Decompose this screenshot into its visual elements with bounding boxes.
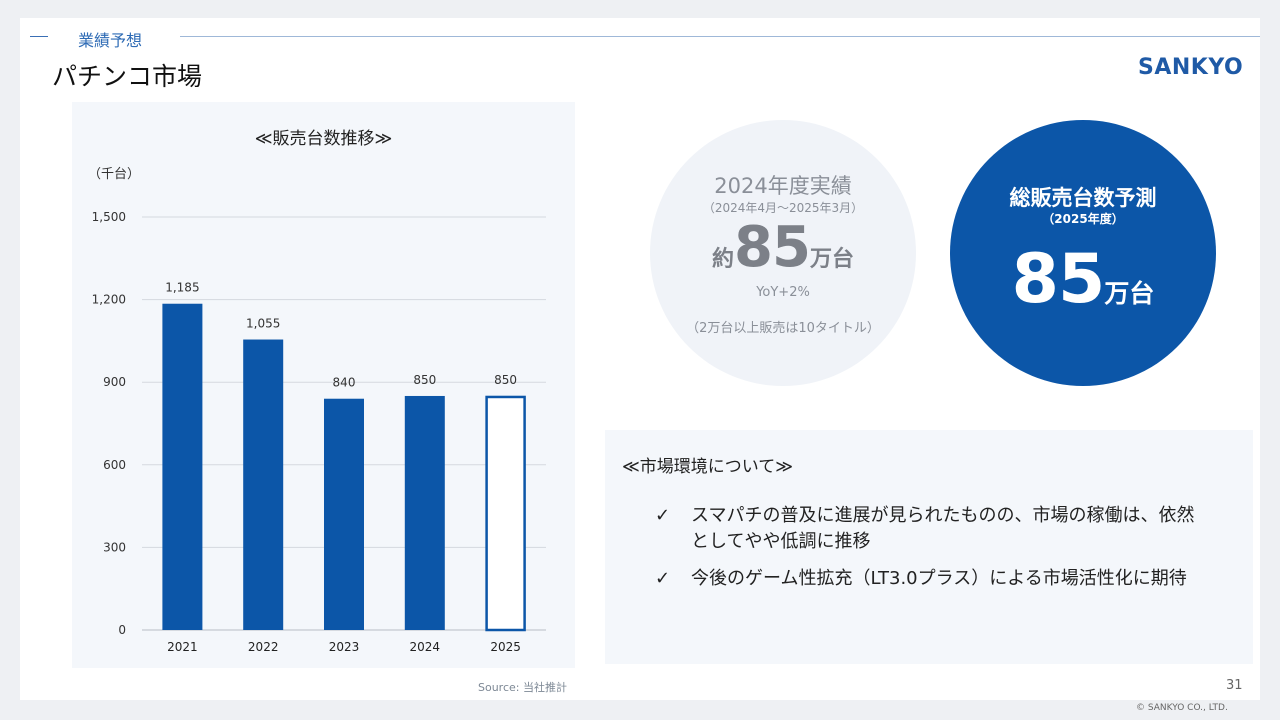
market-environment-title: ≪市場環境について≫ [622, 457, 794, 477]
bar [324, 398, 364, 630]
y-tick-label: 600 [103, 458, 126, 472]
x-tick-label: 2023 [329, 640, 360, 654]
bar [404, 395, 445, 630]
forecast-title: 総販売台数予測 [1009, 186, 1157, 210]
market-environment-panel [605, 430, 1253, 664]
sankyo-logo: SANKYO [1138, 55, 1244, 80]
sales-units-bar-chart: 0 300 600 900 1,200 1,500 1,185 2021 1,055 2022 84… [92, 210, 546, 654]
actual-yoy: YoY+2% [756, 285, 810, 300]
header-rule-short [30, 36, 48, 37]
y-tick-label: 1,200 [92, 293, 126, 307]
x-tick-label: 2022 [248, 640, 279, 654]
y-tick-label: 0 [118, 623, 126, 637]
chart-title: ≪販売台数推移≫ [254, 129, 393, 149]
forecast-bar [485, 395, 526, 632]
bar-value-label: 1,185 [165, 281, 199, 295]
forecast-circle [950, 120, 1216, 386]
y-tick-label: 1,500 [92, 210, 126, 224]
bar-value-label: 840 [333, 376, 356, 390]
y-tick-label: 900 [103, 375, 126, 389]
x-tick-label: 2021 [167, 640, 198, 654]
actual-title: 2024年度実績 [714, 174, 852, 198]
actual-period: （2024年4月～2025年3月） [702, 201, 864, 215]
forecast-value-unit: 万台 [1104, 279, 1155, 308]
actual-value-prefix: 約 [712, 247, 735, 272]
actual-note: （2万台以上販売は10タイトル） [686, 321, 880, 336]
section-label: 業績予想 [78, 31, 143, 50]
y-tick-label: 300 [103, 540, 126, 554]
header-rule-long [180, 36, 1260, 37]
x-tick-label: 2024 [410, 640, 441, 654]
market-bullet-text: スマパチの普及に進展が見られたものの、市場の稼働は、依然としてやや低調に推移 [691, 505, 1195, 552]
forecast-value: 85万台 [950, 240, 1216, 319]
copyright: © SANKYO CO., LTD. [1136, 703, 1228, 713]
market-bullet-text: 今後のゲーム性拡充（LT3.0プラス）による市場活性化に期待 [691, 568, 1187, 589]
chart-source: Source: 当社推計 [478, 681, 567, 694]
actual-circle [650, 120, 916, 386]
x-tick-label: 2025 [490, 640, 521, 654]
bar-value-label: 850 [413, 373, 436, 387]
page-title: パチンコ市場 [52, 62, 203, 91]
page-number: 31 [1226, 678, 1243, 693]
forecast-period: （2025年度） [1042, 212, 1124, 226]
actual-value-number: 85 [734, 215, 811, 280]
check-icon: ✓ [655, 568, 671, 589]
bar-value-label: 850 [494, 373, 517, 387]
chart-unit-label: （千台） [88, 167, 141, 182]
forecast-value-number: 85 [1011, 240, 1106, 319]
bar-value-label: 1,055 [246, 317, 280, 331]
bar [243, 339, 284, 630]
actual-value: 約85万台 [650, 215, 916, 280]
bar [162, 303, 203, 630]
check-icon: ✓ [655, 505, 671, 526]
actual-value-unit: 万台 [809, 247, 854, 272]
